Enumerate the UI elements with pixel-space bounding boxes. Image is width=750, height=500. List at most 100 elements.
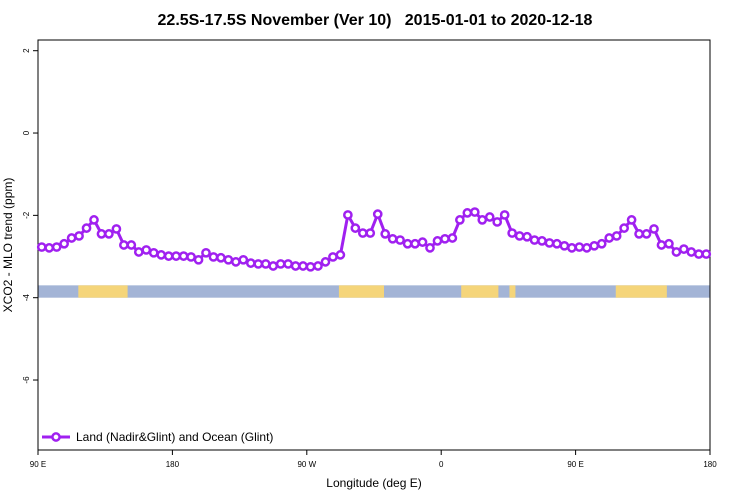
land-band xyxy=(338,285,385,298)
data-point xyxy=(537,236,547,246)
x-axis-label: Longitude (deg E) xyxy=(326,476,421,490)
data-point xyxy=(89,215,99,225)
data-point xyxy=(163,251,174,261)
data-point xyxy=(425,243,435,253)
data-point xyxy=(552,238,562,249)
data-point xyxy=(111,224,122,234)
data-point xyxy=(559,240,570,251)
data-point xyxy=(477,215,488,225)
x-tick-label: 90 W xyxy=(297,460,316,469)
data-point xyxy=(36,242,47,252)
data-point xyxy=(216,252,226,263)
data-point xyxy=(693,249,704,259)
data-point xyxy=(44,243,55,253)
data-point xyxy=(320,257,331,267)
data-point xyxy=(679,244,689,254)
data-point xyxy=(417,237,428,247)
data-point xyxy=(469,207,480,217)
data-point xyxy=(126,240,137,250)
x-tick-label: 90 E xyxy=(30,460,46,469)
data-point xyxy=(492,217,503,227)
data-point xyxy=(440,233,450,244)
data-point xyxy=(656,240,667,250)
y-tick-label: -6 xyxy=(22,376,31,384)
data-point xyxy=(567,243,577,253)
data-point xyxy=(395,235,405,245)
data-point xyxy=(59,238,69,249)
data-point xyxy=(178,251,189,261)
y-tick-label: -2 xyxy=(22,211,31,219)
data-point xyxy=(343,210,353,220)
data-point xyxy=(357,228,368,238)
data-point xyxy=(462,208,473,218)
data-point xyxy=(499,210,510,220)
data-point xyxy=(148,247,159,258)
data-point xyxy=(245,258,256,268)
land-band xyxy=(509,285,516,298)
data-point xyxy=(387,233,398,244)
data-point xyxy=(686,247,697,257)
data-point xyxy=(455,215,465,225)
data-point xyxy=(201,247,211,258)
data-point xyxy=(619,223,629,233)
data-point xyxy=(402,238,413,249)
data-point xyxy=(701,249,712,259)
data-point xyxy=(96,229,107,239)
data-point xyxy=(484,212,495,222)
data-point xyxy=(581,243,592,253)
y-tick-label: -4 xyxy=(22,294,31,302)
data-point xyxy=(275,259,286,269)
data-point xyxy=(626,215,637,225)
y-tick-label: 2 xyxy=(22,48,31,53)
data-point xyxy=(208,252,219,262)
data-point xyxy=(634,229,644,239)
chart-title: 22.5S-17.5S November (Ver 10) 2015-01-01… xyxy=(158,12,593,29)
data-point xyxy=(380,229,391,239)
legend-label: Land (Nadir&Glint) and Ocean (Glint) xyxy=(76,430,273,444)
land-band xyxy=(461,285,499,298)
data-point xyxy=(171,251,181,261)
data-point xyxy=(507,228,517,238)
data-point xyxy=(193,254,204,265)
data-point xyxy=(119,240,129,250)
data-point xyxy=(238,254,249,265)
data-point xyxy=(305,261,316,272)
legend-marker xyxy=(51,432,61,442)
data-point xyxy=(649,224,659,234)
data-point xyxy=(313,261,323,271)
data-point xyxy=(133,247,144,257)
data-point xyxy=(81,223,92,233)
data-point xyxy=(141,245,152,255)
data-point xyxy=(544,238,555,248)
data-point xyxy=(447,233,458,243)
data-point xyxy=(231,257,241,267)
data-point xyxy=(529,235,540,245)
x-tick-label: 0 xyxy=(439,460,444,469)
x-tick-label: 90 E xyxy=(567,460,583,469)
data-point xyxy=(253,259,264,269)
data-point xyxy=(290,261,301,271)
data-point xyxy=(574,242,585,252)
data-point xyxy=(66,233,77,243)
data-point xyxy=(410,238,420,249)
data-point xyxy=(186,252,196,262)
data-point xyxy=(298,261,308,271)
data-point xyxy=(74,231,84,241)
data-point xyxy=(589,240,600,251)
data-point xyxy=(365,228,376,238)
data-point xyxy=(372,209,383,219)
y-axis-label: XCO2 - MLO trend (ppm) xyxy=(1,178,15,313)
data-point xyxy=(522,231,532,242)
data-point xyxy=(268,261,279,271)
x-tick-label: 180 xyxy=(166,460,180,469)
data-point xyxy=(260,259,271,269)
plot-frame xyxy=(37,39,711,451)
data-point xyxy=(611,231,622,241)
data-point xyxy=(641,229,652,239)
data-point xyxy=(223,254,234,265)
land-band xyxy=(78,285,128,298)
data-point xyxy=(664,238,674,249)
data-point xyxy=(283,259,293,269)
data-point xyxy=(514,231,525,241)
